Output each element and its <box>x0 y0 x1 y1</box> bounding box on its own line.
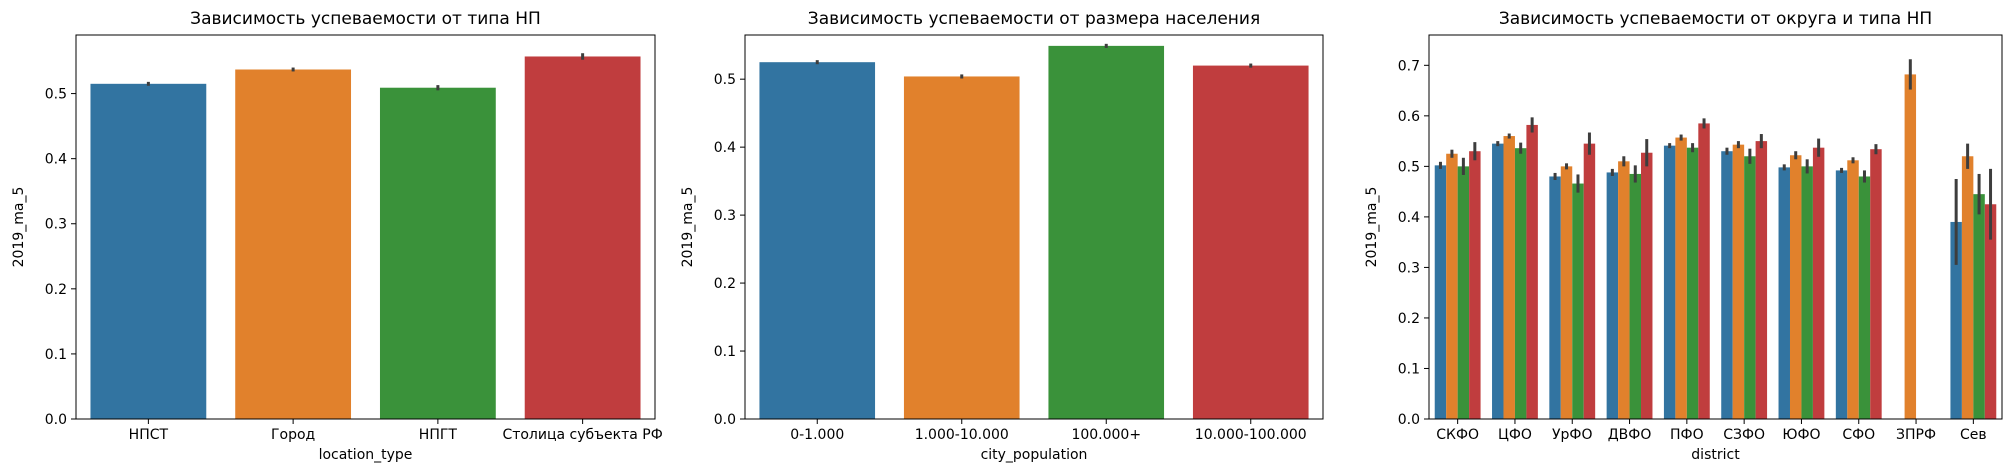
y-axis-label: 2019_ma_5 <box>680 187 696 268</box>
x-tick-label: 0-1.000 <box>790 427 844 443</box>
axes-frame <box>1428 34 2003 420</box>
y-tick-label: 0.2 <box>1398 311 1420 327</box>
bar-ПФО-s1 <box>1675 137 1687 419</box>
x-tick-label: Сев <box>1960 427 1987 443</box>
chart-title: Зависимость успеваемости от округа и тип… <box>1499 9 1932 29</box>
y-tick-label: 0.0 <box>45 412 67 428</box>
bar-СФО-s1 <box>1847 160 1859 419</box>
bar-НПГТ <box>379 87 496 420</box>
bar-Сев-s2 <box>1973 194 1985 419</box>
x-tick-label: 1.000-10.000 <box>915 427 1009 443</box>
bar-СКФО-s3 <box>1469 151 1481 420</box>
bar-ДВФО-s2 <box>1629 173 1642 419</box>
chart-title: Зависимость успеваемости от типа НП <box>190 9 541 29</box>
bar-ЗПРФ-s1 <box>1904 74 1917 420</box>
bar-СКФО-s1 <box>1446 153 1458 419</box>
bar-СФО-s2 <box>1858 176 1871 419</box>
bar-ДВФО-s1 <box>1618 161 1630 419</box>
y-tick-label: 0.1 <box>1398 361 1420 377</box>
axes-frame <box>744 34 1324 420</box>
y-tick-label: 0.0 <box>714 412 736 428</box>
bar-УрФО-s2 <box>1572 183 1584 419</box>
y-tick-label: 0.6 <box>1398 109 1420 125</box>
y-axis-label: 2019_ma_5 <box>11 187 27 268</box>
bar-ПФО-s0 <box>1663 145 1676 419</box>
bar-СЗФО-s1 <box>1732 144 1745 420</box>
x-tick-label: УрФО <box>1552 427 1593 443</box>
x-axis-label: location_type <box>319 447 413 463</box>
x-axis-label: city_population <box>981 447 1088 463</box>
bar-УрФО-s1 <box>1560 166 1573 419</box>
x-tick-label: 10.000-100.000 <box>1195 427 1307 443</box>
bar-Сев-s1 <box>1961 156 1974 419</box>
y-tick-label: 0.0 <box>1398 412 1420 428</box>
bar-ПФО-s3 <box>1698 123 1710 419</box>
y-tick-label: 0.3 <box>714 208 736 224</box>
bar-СЗФО-s3 <box>1755 141 1768 419</box>
y-tick-label: 0.5 <box>1398 159 1420 175</box>
y-tick-label: 0.2 <box>45 282 67 298</box>
x-tick-label: СКФО <box>1436 427 1479 443</box>
bar-1.000-10.000 <box>903 76 1020 419</box>
bar-СКФО-s2 <box>1457 166 1470 419</box>
y-tick-label: 0.7 <box>1398 58 1420 74</box>
y-tick-label: 0.1 <box>45 347 67 363</box>
y-axis-label: 2019_ma_5 <box>1364 187 1380 268</box>
y-tick-label: 0.4 <box>45 152 67 168</box>
y-tick-label: 0.3 <box>1398 260 1420 276</box>
x-tick-label: ЮФО <box>1782 427 1820 443</box>
bar-ЦФО-s0 <box>1492 143 1504 419</box>
x-tick-label: СЗФО <box>1723 427 1765 443</box>
bar-СЗФО-s2 <box>1744 156 1756 419</box>
bar-Сев-s3 <box>1984 204 1997 419</box>
bar-Сев-s0 <box>1950 221 1962 419</box>
x-tick-label: Город <box>271 427 315 443</box>
y-tick-label: 0.5 <box>714 72 736 88</box>
bar-100.000+ <box>1048 45 1165 420</box>
bar-ДВФО-s0 <box>1606 172 1619 419</box>
y-tick-label: 0.4 <box>1398 210 1420 226</box>
y-tick-label: 0.2 <box>714 276 736 292</box>
x-tick-label: ЦФО <box>1498 427 1532 443</box>
x-tick-label: ДВФО <box>1608 427 1652 443</box>
bar-ЦФО-s2 <box>1514 148 1527 419</box>
x-tick-label: ПФО <box>1670 427 1704 443</box>
x-tick-label: Столица субъекта РФ <box>502 427 662 443</box>
x-tick-label: НПСТ <box>129 427 169 443</box>
y-tick-label: 0.4 <box>714 140 736 156</box>
bar-СФО-s3 <box>1870 149 1882 420</box>
bar-УрФО-s0 <box>1549 176 1561 419</box>
bar-ЦФО-s1 <box>1503 136 1515 420</box>
bar-10.000-100.000 <box>1192 65 1309 419</box>
bar-СКФО-s0 <box>1434 165 1447 419</box>
x-axis-label: district <box>1691 447 1740 463</box>
bar-СФО-s0 <box>1835 170 1848 419</box>
bar-Город <box>235 69 352 419</box>
bar-ЮФО-s2 <box>1801 166 1813 419</box>
x-tick-label: НПГТ <box>419 427 458 443</box>
x-tick-label: ЗПРФ <box>1896 427 1936 443</box>
y-tick-label: 0.1 <box>714 344 736 360</box>
bar-Столица субъекта РФ <box>524 56 641 419</box>
bar-УрФО-s3 <box>1583 143 1596 419</box>
bar-ЮФО-s0 <box>1778 167 1790 419</box>
bar-СЗФО-s0 <box>1721 151 1733 420</box>
bar-ЮФО-s1 <box>1789 155 1802 419</box>
axes-frame <box>75 34 656 420</box>
chart-title: Зависимость успеваемости от размера насе… <box>808 9 1260 29</box>
bar-НПСТ <box>90 83 207 419</box>
x-tick-label: 100.000+ <box>1071 427 1141 443</box>
bar-ДВФО-s3 <box>1641 152 1653 419</box>
bar-ЦФО-s3 <box>1526 124 1538 420</box>
bar-ПФО-s2 <box>1686 147 1699 419</box>
y-tick-label: 0.5 <box>45 87 67 103</box>
bar-ЮФО-s3 <box>1812 147 1825 419</box>
bar-0-1.000 <box>759 62 876 419</box>
x-tick-label: СФО <box>1842 427 1875 443</box>
y-tick-label: 0.3 <box>45 217 67 233</box>
